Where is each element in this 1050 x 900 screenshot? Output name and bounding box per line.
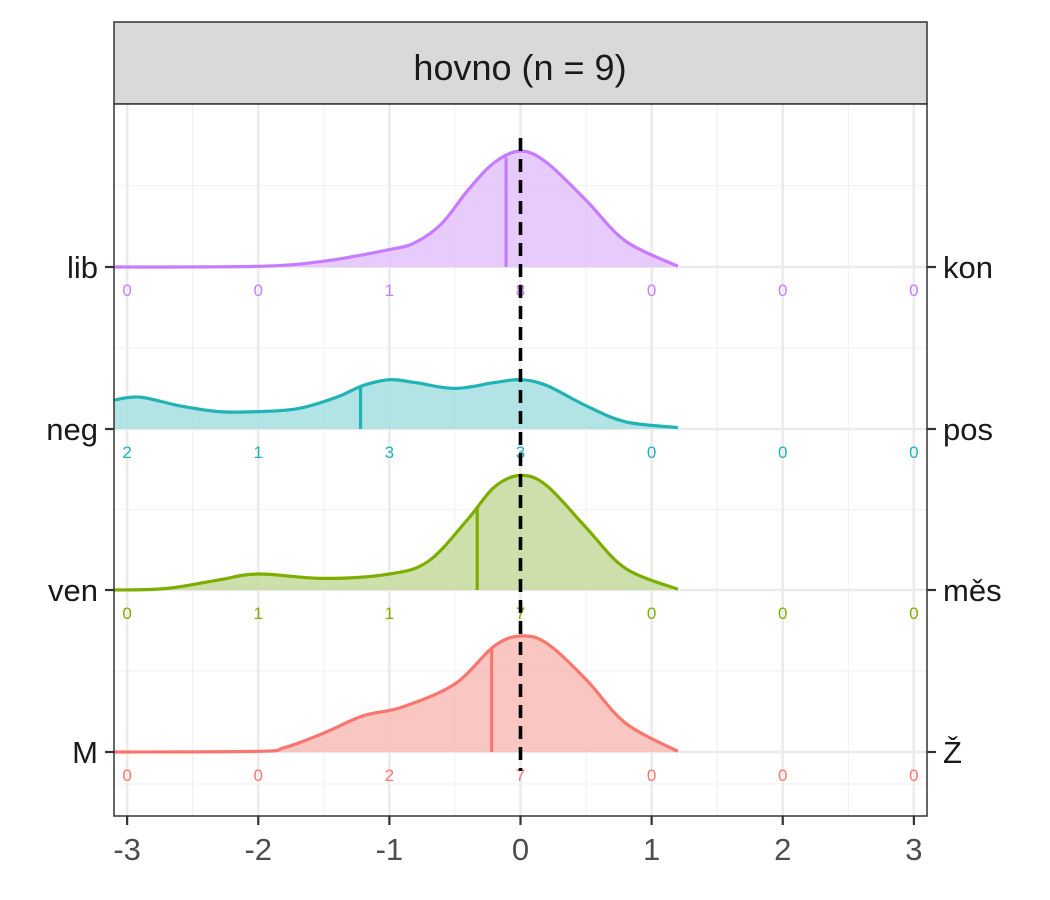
density-line-neg (113, 378, 679, 430)
count-label: 0 (254, 766, 263, 785)
count-label: 0 (122, 281, 131, 300)
x-tick-label: -1 (376, 832, 404, 867)
row-label-left: ven (48, 573, 98, 608)
x-tick-label: 1 (643, 832, 660, 867)
density-area-neg (114, 379, 678, 429)
count-label: 0 (909, 443, 918, 462)
count-label: 0 (647, 443, 656, 462)
row-label-left: M (72, 735, 98, 770)
density-area-ven (114, 475, 678, 590)
count-label: 0 (909, 604, 918, 623)
row-label-left: neg (46, 412, 98, 447)
x-tick-label: 3 (905, 832, 922, 867)
count-label: 7 (516, 604, 525, 623)
x-tick-label: 0 (512, 832, 529, 867)
count-label: 1 (385, 604, 394, 623)
x-tick-label: 2 (774, 832, 791, 867)
row-label-right: měs (943, 573, 1002, 608)
count-label: 0 (778, 443, 787, 462)
count-label: 3 (516, 443, 525, 462)
count-label: 7 (516, 766, 525, 785)
ridge-ven: 0 1 1 7 0 0 0 (113, 473, 919, 623)
count-label: 0 (254, 281, 263, 300)
facet-strip: hovno (n = 9) (113, 21, 928, 105)
x-tick-label: -3 (113, 832, 141, 867)
count-label: 2 (122, 443, 131, 462)
density-area-lib (114, 151, 678, 267)
row-label-right: kon (943, 250, 993, 285)
count-label: 2 (385, 766, 394, 785)
count-label: 0 (647, 604, 656, 623)
row-label-left: lib (67, 250, 98, 285)
chart-title: hovno (n = 9) (413, 47, 626, 88)
ridge-neg: 2 1 3 3 0 0 0 (113, 378, 919, 462)
count-label: 0 (647, 766, 656, 785)
count-label: 0 (778, 281, 787, 300)
row-label-right: Ž (943, 735, 962, 770)
count-label: 1 (254, 443, 263, 462)
density-line-M (113, 634, 679, 754)
density-ridges: 0018000213300001170000027000 (113, 149, 919, 785)
count-label: 0 (909, 281, 918, 300)
x-tick-label: -2 (244, 832, 272, 867)
ridge-M: 0 0 2 7 0 0 0 (113, 634, 919, 785)
strip-background (113, 21, 928, 105)
count-label: 1 (385, 281, 394, 300)
x-axis: -3 -2 -1 0 1 2 3 (113, 816, 923, 867)
density-area-M (114, 635, 678, 752)
density-line-lib (113, 149, 679, 269)
count-label: 0 (647, 281, 656, 300)
count-label: 0 (778, 604, 787, 623)
count-label: 1 (254, 604, 263, 623)
count-label: 0 (778, 766, 787, 785)
count-label: 3 (385, 443, 394, 462)
count-label: 0 (122, 604, 131, 623)
row-label-right: pos (943, 412, 993, 447)
count-label: 0 (122, 766, 131, 785)
count-label: 0 (909, 766, 918, 785)
density-line-ven (113, 473, 679, 592)
